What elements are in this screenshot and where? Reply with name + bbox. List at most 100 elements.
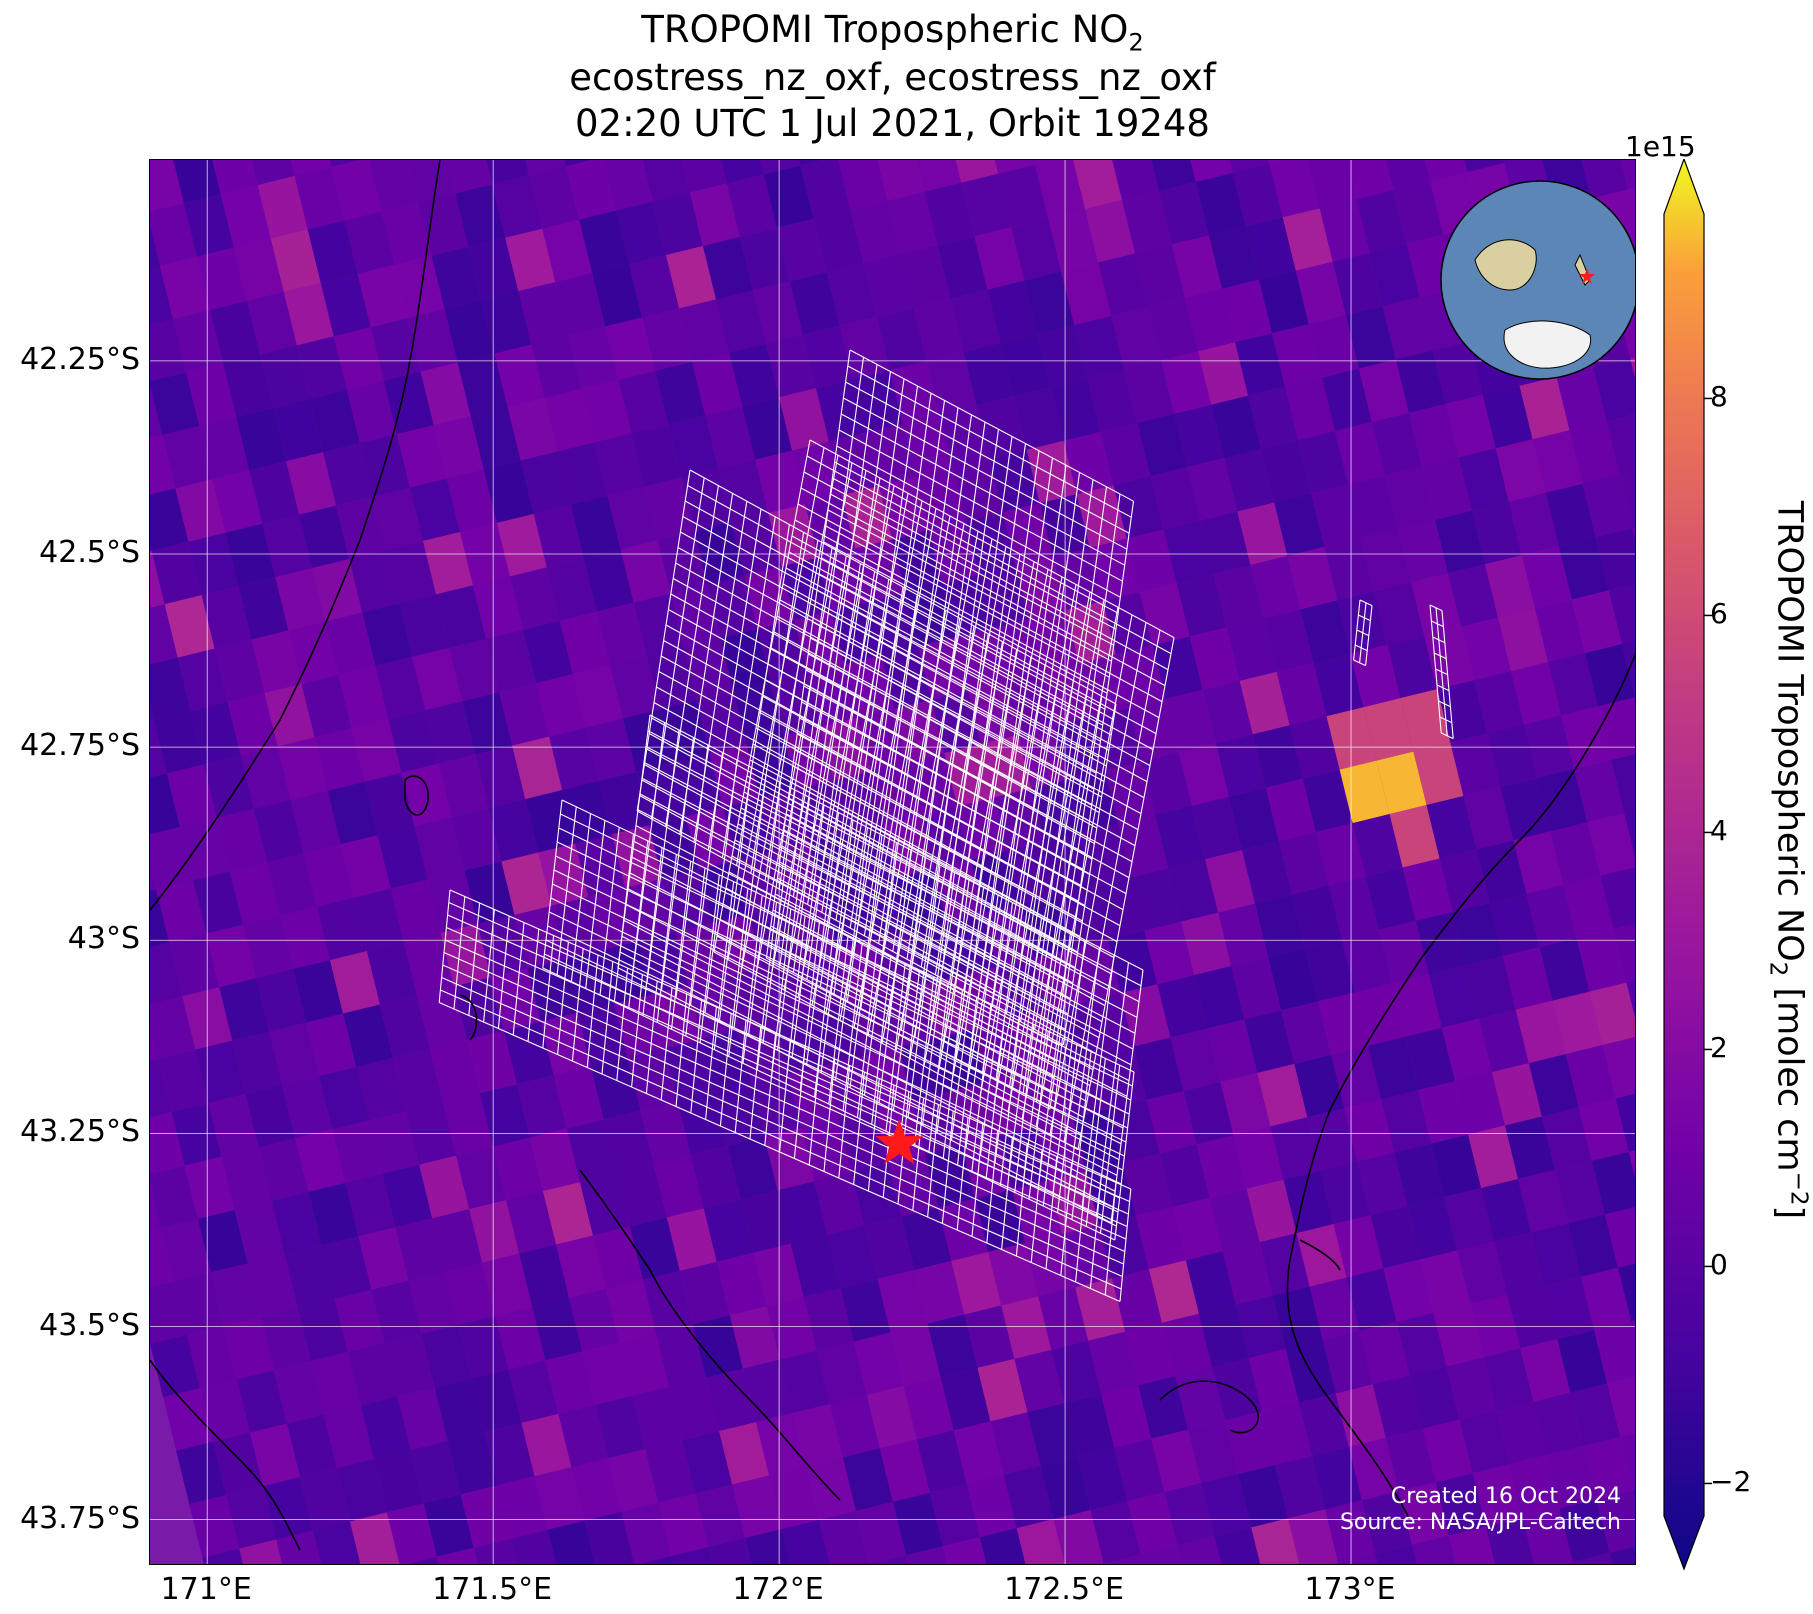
no2-cell [1024,271,1075,335]
no2-cell [988,1242,1039,1306]
no2-cell [1587,813,1635,876]
no2-cell [929,1483,980,1547]
no2-cell [184,1156,235,1219]
no2-cell [998,164,1049,228]
no2-cell [409,478,460,541]
no2-cell [160,256,210,320]
no2-cell [1146,1090,1197,1154]
no2-cell [1394,1143,1445,1207]
no2-cell [1415,911,1466,975]
no2-cell [1457,1241,1508,1304]
no2-cell [1188,1420,1239,1484]
no2-cell [1628,1150,1635,1178]
no2-cell [1038,1287,1089,1350]
no2-cell [336,1458,387,1522]
colorbar-tick-label: 8 [1710,380,1728,414]
no2-cell [629,255,680,318]
lon-tick-label: 173°E [1304,1572,1396,1607]
no2-cell [166,764,217,827]
no2-cell [1432,341,1483,404]
no2-cell [1003,1465,1054,1529]
no2-cell [484,1422,535,1486]
no2-cell [703,1199,754,1262]
no2-cell [1028,610,1079,673]
no2-cell [1278,832,1329,895]
no2-cell [1232,163,1283,227]
no2-cell [1050,378,1101,441]
no2-cell [1162,1313,1212,1377]
no2-cell [479,1084,530,1147]
no2-cell [314,728,365,791]
no2-cell [805,1457,856,1520]
no2-cell [303,844,354,907]
swath-grid [636,469,1117,1046]
no2-cell [525,790,576,853]
no2-cell [692,352,743,416]
no2-cell [173,310,224,373]
no2-cell [1564,1561,1574,1564]
no2-cell [751,1074,802,1137]
no2-cell [1556,367,1607,431]
lat-tick-label: 43.25°S [20,1114,140,1150]
map-panel[interactable]: Created 16 Oct 2024 Source: NASA/JPL-Cal… [149,159,1636,1565]
no2-cell [1171,235,1222,298]
no2-cell [150,1112,185,1175]
no2-cell [150,434,176,495]
no2-cell [842,1448,893,1511]
no2-cell [286,452,337,515]
no2-cell [739,227,790,291]
no2-cell [1333,1562,1339,1564]
no2-cell [800,160,851,219]
no2-cell [423,1494,474,1557]
swath-grid [1429,604,1454,740]
no2-cell [876,307,927,371]
no2-cell [1481,1178,1532,1242]
no2-cell [1094,877,1145,940]
no2-cell [200,1379,251,1442]
no2-cell [308,1182,359,1246]
no2-cell [950,289,1001,353]
no2-cell [1600,867,1635,930]
no2-cell [1558,537,1609,600]
no2-cell [273,1361,324,1424]
no2-cell [1259,1233,1310,1296]
no2-cell [1255,894,1306,958]
no2-cell [1365,867,1416,930]
no2-cell [679,1261,730,1325]
no2-cell [1398,1482,1449,1545]
no2-cell [1307,1108,1358,1171]
no2-cell [1346,1268,1397,1331]
no2-cell [1159,1144,1210,1207]
no2-cell [1122,191,1172,254]
no2-cell [1208,226,1259,289]
no2-cell [542,219,593,283]
no2-cell [371,1280,422,1344]
no2-cell [1424,626,1475,690]
no2-cell [444,300,495,363]
no2-cell [150,265,174,325]
no2-cell [486,629,537,693]
no2-cell [1102,592,1153,655]
no2-cell [373,1449,424,1513]
no2-cell [1561,706,1612,769]
no2-cell [1502,947,1553,1010]
no2-cell [1511,662,1562,725]
no2-cell [1468,1125,1519,1189]
no2-cell [210,300,260,364]
no2-cell [1568,1214,1619,1277]
no2-cell [1335,422,1386,485]
no2-cell [877,160,925,201]
no2-cell [1557,1330,1608,1393]
map-canvas[interactable] [150,160,1636,1565]
colorbar [1663,159,1712,1571]
no2-cell [495,1306,546,1370]
no2-cell [1225,1411,1276,1474]
no2-cell [1482,385,1533,449]
no2-cell [863,254,914,317]
no2-cell [462,692,513,755]
no2-cell [819,1510,869,1564]
no2-cell [714,1083,765,1146]
no2-cell [190,702,241,765]
no2-cell [814,1172,865,1235]
no2-cell [802,325,853,389]
